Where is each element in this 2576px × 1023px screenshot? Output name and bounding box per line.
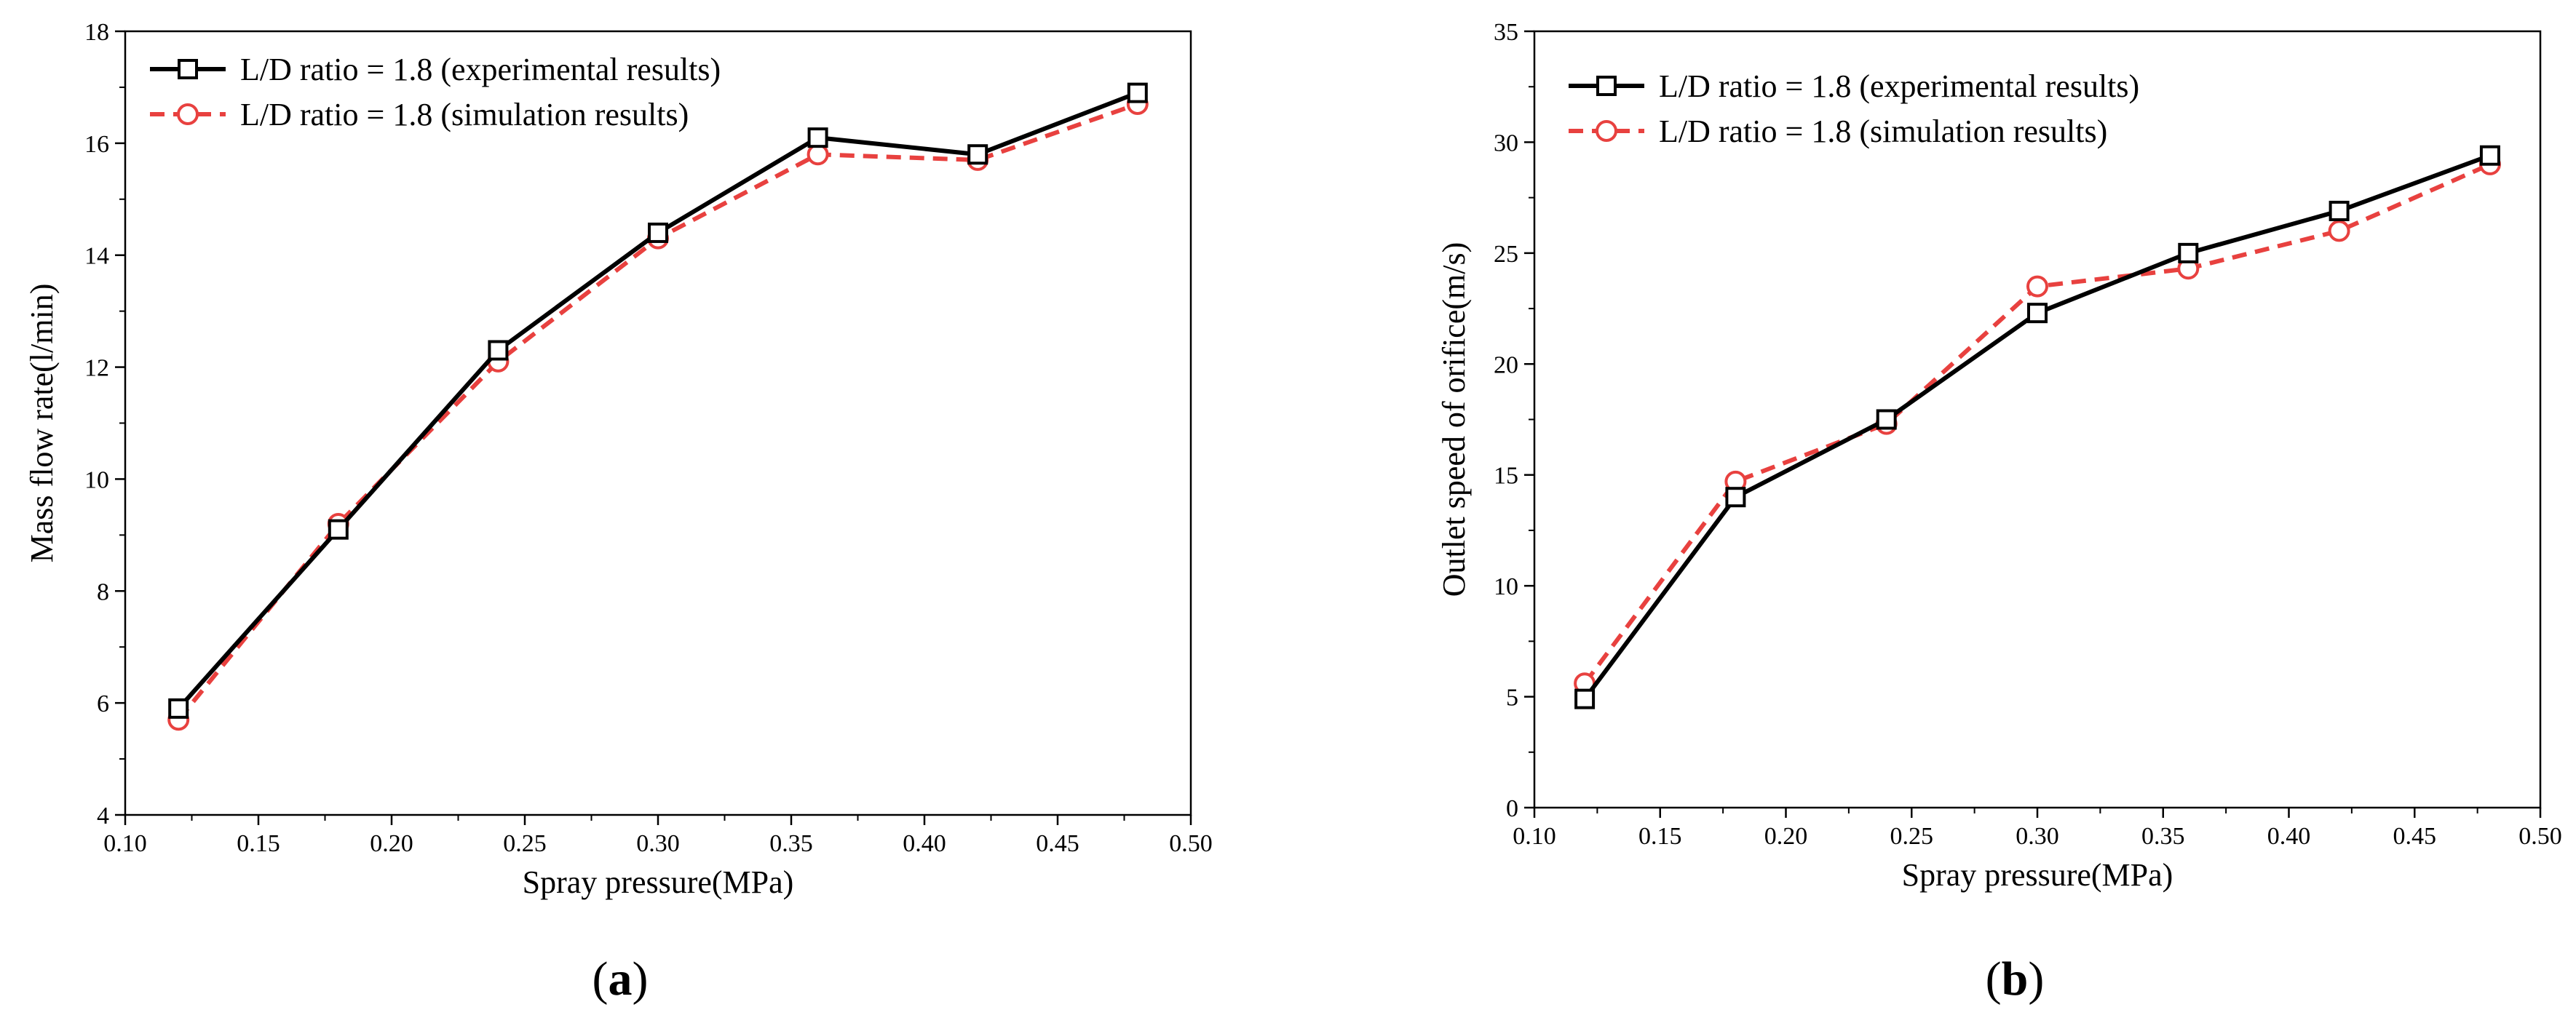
x-axis-title: Spray pressure(MPa) bbox=[523, 864, 794, 900]
experimental-point bbox=[967, 144, 988, 165]
legend-marker-square bbox=[178, 59, 198, 79]
x-tick-label: 0.20 bbox=[1764, 823, 1808, 850]
y-tick-label: 5 bbox=[1506, 685, 1518, 712]
legend-marker-circle bbox=[177, 103, 199, 125]
experimental-point bbox=[1725, 487, 1746, 508]
x-tick-label: 0.40 bbox=[903, 830, 946, 857]
panel-label-b: (b) bbox=[1986, 952, 2045, 1006]
experimental-point bbox=[328, 519, 349, 540]
x-tick-label: 0.10 bbox=[103, 830, 147, 857]
y-tick-label: 25 bbox=[1494, 241, 1518, 268]
simulation-point bbox=[2026, 275, 2048, 298]
y-tick-label: 18 bbox=[84, 19, 109, 46]
y-tick-label: 30 bbox=[1494, 130, 1518, 156]
x-tick-label: 0.50 bbox=[1169, 830, 1213, 857]
x-tick-label: 0.30 bbox=[636, 830, 680, 857]
legend-marker-circle bbox=[1596, 120, 1617, 142]
x-tick-label: 0.45 bbox=[2393, 823, 2437, 850]
x-tick-label: 0.15 bbox=[1638, 823, 1682, 850]
y-tick-label: 16 bbox=[84, 131, 109, 158]
experimental-point bbox=[2479, 145, 2500, 166]
x-tick-label: 0.35 bbox=[769, 830, 813, 857]
simulation-point bbox=[2328, 220, 2350, 242]
y-tick-label: 10 bbox=[1494, 573, 1518, 600]
experimental-point bbox=[488, 340, 509, 361]
x-tick-label: 0.45 bbox=[1036, 830, 1079, 857]
experimental-point bbox=[807, 127, 828, 148]
y-tick-label: 4 bbox=[97, 803, 109, 829]
experimental-point bbox=[168, 698, 189, 719]
y-tick-label: 14 bbox=[84, 243, 109, 270]
x-axis-title: Spray pressure(MPa) bbox=[1902, 857, 2173, 893]
legend-marker-square bbox=[1596, 76, 1617, 96]
experimental-point bbox=[2329, 200, 2350, 221]
y-tick-label: 8 bbox=[97, 578, 109, 605]
x-tick-label: 0.15 bbox=[237, 830, 280, 857]
x-tick-label: 0.40 bbox=[2267, 823, 2311, 850]
x-tick-label: 0.20 bbox=[370, 830, 413, 857]
y-axis-title: Outlet speed of orifice(m/s) bbox=[1436, 242, 1472, 597]
y-tick-label: 6 bbox=[97, 690, 109, 717]
experimental-point bbox=[2027, 303, 2048, 324]
panel-label-a: (a) bbox=[593, 952, 649, 1006]
legend-label: L/D ratio = 1.8 (experimental results) bbox=[240, 52, 721, 87]
x-tick-label: 0.10 bbox=[1513, 823, 1556, 850]
experimental-point bbox=[1876, 409, 1897, 430]
experimental-point bbox=[2178, 242, 2199, 263]
x-tick-label: 0.25 bbox=[1890, 823, 1934, 850]
x-tick-label: 0.50 bbox=[2518, 823, 2562, 850]
experimental-point bbox=[1574, 688, 1596, 709]
legend-label: L/D ratio = 1.8 (experimental results) bbox=[1659, 68, 2139, 104]
y-tick-label: 10 bbox=[84, 466, 109, 493]
legend-label: L/D ratio = 1.8 (simulation results) bbox=[240, 97, 689, 132]
x-tick-label: 0.25 bbox=[503, 830, 547, 857]
y-tick-label: 0 bbox=[1506, 795, 1518, 822]
legend-label: L/D ratio = 1.8 (simulation results) bbox=[1659, 114, 2107, 149]
x-tick-label: 0.30 bbox=[2016, 823, 2059, 850]
chart-b: 0.10 0.15 0.20 0.25 0.30 0.35 0.40 0.45 0.50 0 5 10… bbox=[1436, 19, 2562, 893]
experimental-point bbox=[1127, 82, 1148, 103]
y-tick-label: 15 bbox=[1494, 463, 1518, 490]
chart-a: 0.10 0.15 0.20 0.25 0.30 0.35 0.40 0.45 0.50 4 6 8 1… bbox=[24, 19, 1213, 900]
y-tick-label: 20 bbox=[1494, 351, 1518, 378]
y-tick-label: 35 bbox=[1494, 19, 1518, 46]
y-axis-title: Mass flow rate(l/min) bbox=[24, 284, 60, 563]
experimental-point bbox=[648, 222, 668, 243]
x-tick-label: 0.35 bbox=[2141, 823, 2185, 850]
y-tick-label: 12 bbox=[84, 355, 109, 382]
